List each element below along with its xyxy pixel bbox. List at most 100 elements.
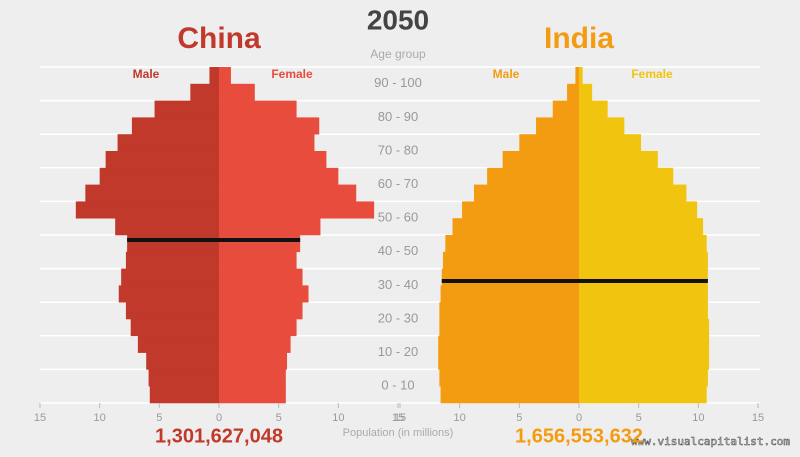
bar	[579, 83, 593, 101]
bar	[115, 218, 219, 236]
bar	[219, 268, 303, 286]
bar	[125, 251, 219, 269]
x-tick-label: 0	[576, 412, 582, 424]
bar	[209, 67, 219, 85]
y-tick-label: 80 - 90	[378, 109, 418, 124]
bar	[131, 117, 219, 135]
y-tick-label: 50 - 60	[378, 210, 418, 225]
x-tick-label: 5	[156, 412, 162, 424]
bar	[439, 369, 579, 387]
bar	[85, 184, 219, 202]
bar	[125, 302, 219, 320]
bar	[579, 201, 698, 219]
y-tick-label: 70 - 80	[378, 142, 418, 157]
bar	[219, 67, 231, 85]
bar	[579, 285, 708, 303]
bar	[579, 352, 710, 370]
y-tick-label: 40 - 50	[378, 243, 418, 258]
x-tick-label: 10	[94, 412, 106, 424]
x-tick-label: 15	[34, 412, 46, 424]
bar	[219, 352, 288, 370]
legend-label: Male	[133, 67, 160, 81]
bar	[579, 335, 710, 353]
bar	[154, 100, 219, 118]
bar	[579, 369, 708, 387]
y-tick-label: 20 - 30	[378, 310, 418, 325]
x-axis-label: Population (in millions)	[343, 427, 454, 439]
bar	[99, 167, 219, 185]
bar	[137, 335, 219, 353]
bar	[452, 218, 579, 236]
bar	[219, 285, 309, 303]
total-label: 1,656,553,632	[515, 425, 643, 447]
x-tick-label: 15	[752, 412, 764, 424]
bar	[579, 302, 708, 320]
x-tick-label: 0	[216, 412, 222, 424]
x-tick-label: 5	[276, 412, 282, 424]
age-axis-label: Age group	[370, 47, 426, 61]
bar	[219, 335, 291, 353]
bar	[75, 201, 219, 219]
x-tick-label: 5	[636, 412, 642, 424]
bar	[121, 268, 219, 286]
x-tick-label: 10	[454, 412, 466, 424]
bar	[219, 235, 301, 253]
panel-title: India	[544, 22, 614, 55]
bar	[579, 319, 710, 337]
bar	[579, 251, 708, 269]
bar	[519, 134, 579, 152]
y-tick-label: 90 - 100	[374, 75, 422, 90]
bar	[118, 285, 219, 303]
bar	[219, 369, 286, 387]
bar	[579, 235, 707, 253]
bar	[579, 134, 642, 152]
bar	[438, 352, 579, 370]
bar	[579, 386, 707, 404]
bar	[579, 117, 625, 135]
bar	[441, 268, 579, 286]
bar	[579, 268, 708, 286]
y-tick-label: 10 - 20	[378, 344, 418, 359]
bar	[439, 302, 579, 320]
bar	[440, 386, 579, 404]
bar	[579, 167, 674, 185]
bar	[190, 83, 219, 101]
bar	[440, 285, 579, 303]
bar	[219, 83, 255, 101]
chart-title: 2050	[367, 4, 429, 35]
bar	[148, 369, 219, 387]
y-tick-label: 0 - 10	[381, 378, 414, 393]
bar	[579, 151, 658, 169]
bar	[219, 386, 286, 404]
bar	[219, 134, 315, 152]
bar	[462, 201, 579, 219]
bar	[487, 167, 579, 185]
panel-title: China	[177, 22, 261, 55]
bar	[117, 134, 219, 152]
bar	[219, 167, 339, 185]
bar	[552, 100, 579, 118]
bar	[439, 319, 579, 337]
bar	[105, 151, 219, 169]
bar	[567, 83, 579, 101]
bar	[219, 100, 297, 118]
bar	[575, 67, 579, 85]
bar	[219, 218, 321, 236]
bar	[445, 235, 579, 253]
bar	[219, 302, 303, 320]
bar	[130, 319, 219, 337]
legend-label: Male	[493, 67, 520, 81]
bar	[579, 184, 687, 202]
bar	[579, 100, 608, 118]
x-tick-label: 10	[332, 412, 344, 424]
bar	[219, 184, 357, 202]
bar	[149, 386, 219, 404]
legend-label: Female	[271, 67, 313, 81]
bar	[219, 319, 297, 337]
bar	[146, 352, 219, 370]
x-tick-label: 15	[392, 412, 404, 424]
bar	[219, 151, 327, 169]
bar	[219, 117, 320, 135]
x-tick-label: 5	[516, 412, 522, 424]
